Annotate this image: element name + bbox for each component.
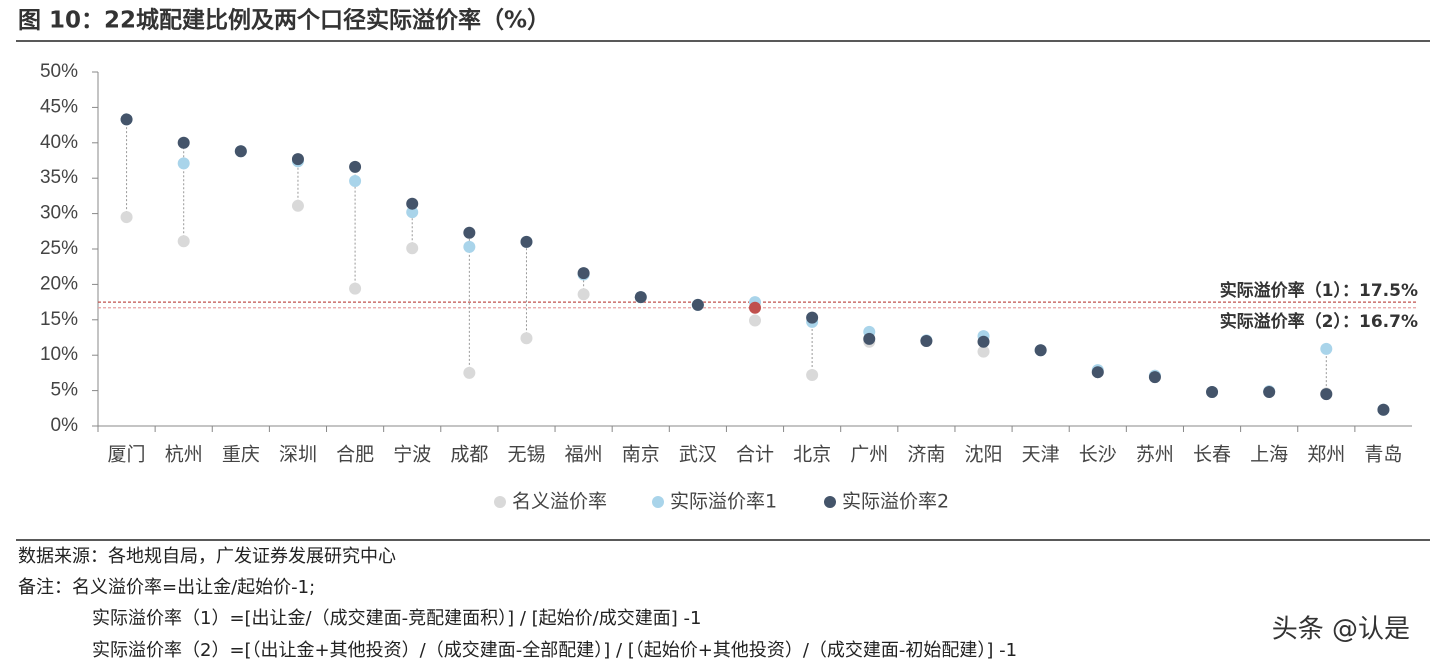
- dot: [977, 345, 990, 358]
- dot: [1320, 342, 1333, 355]
- x-tick-label: 长春: [1193, 444, 1231, 466]
- x-tick-label: 无锡: [507, 444, 545, 466]
- watermark: 头条 @认是: [1272, 615, 1410, 645]
- chart-title: 图 10：22城配建比例及两个口径实际溢价率（%）: [18, 7, 550, 34]
- dot: [463, 226, 476, 239]
- dot: [1320, 388, 1333, 401]
- dot: [349, 160, 362, 173]
- source: 数据来源：各地规自局，广发证券发展研究中心: [18, 546, 396, 567]
- legend-label: 实际溢价率1: [670, 491, 777, 513]
- dot: [1377, 403, 1390, 416]
- legend-label: 名义溢价率: [512, 491, 607, 513]
- y-tick-label: 5%: [51, 380, 79, 401]
- dot: [349, 282, 362, 295]
- x-tick-label: 南京: [622, 444, 660, 466]
- x-tick-label: 青岛: [1364, 444, 1402, 466]
- dot: [291, 199, 304, 212]
- x-tick-label: 广州: [850, 444, 888, 466]
- dot: [1034, 344, 1047, 357]
- x-tick-label: 武汉: [679, 444, 717, 466]
- legend-label: 实际溢价率2: [842, 491, 949, 513]
- y-tick-label: 15%: [40, 309, 78, 330]
- x-tick-label: 成都: [450, 444, 488, 466]
- x-tick-label: 厦门: [108, 444, 146, 466]
- x-tick-label: 长沙: [1079, 444, 1117, 466]
- x-tick-label: 天津: [1022, 444, 1060, 466]
- dot: [806, 369, 819, 382]
- x-tick-label: 郑州: [1307, 444, 1345, 466]
- dot: [577, 267, 590, 280]
- dot: [920, 335, 933, 348]
- dot: [749, 301, 761, 314]
- dot: [120, 211, 133, 224]
- legend-marker: [494, 496, 506, 508]
- dot: [806, 311, 819, 324]
- dot: [463, 240, 476, 253]
- note: 备注：名义溢价率=出让金/起始价-1;: [18, 577, 315, 598]
- y-tick-label: 50%: [40, 61, 78, 82]
- dot: [177, 136, 190, 149]
- dot: [177, 157, 190, 170]
- dot: [291, 153, 304, 166]
- dot: [349, 175, 362, 188]
- dot: [577, 288, 590, 301]
- x-tick-label: 合计: [736, 444, 774, 466]
- x-tick-label: 深圳: [279, 444, 317, 466]
- dot: [406, 242, 419, 255]
- dot: [1148, 371, 1161, 384]
- dot: [520, 332, 533, 345]
- dot: [234, 145, 247, 158]
- reference-label: 实际溢价率（1）：17.5%: [1220, 280, 1418, 301]
- dot: [1263, 386, 1276, 399]
- reference-label: 实际溢价率（2）：16.7%: [1220, 311, 1418, 332]
- y-tick-label: 45%: [40, 96, 78, 117]
- x-tick-label: 宁波: [393, 444, 431, 466]
- dot: [520, 235, 533, 248]
- note: 实际溢价率（1）=[出让金/（成交建面-竞配建面积）] / [起始价/成交建面]…: [92, 608, 701, 629]
- note: 实际溢价率（2）=[（出让金+其他投资）/（成交建面-全部配建）] / [（起始…: [92, 640, 1017, 661]
- y-tick-label: 25%: [40, 238, 78, 259]
- x-tick-label: 合肥: [336, 444, 374, 466]
- dot: [463, 366, 476, 379]
- y-tick-label: 10%: [40, 344, 78, 365]
- dot: [406, 206, 419, 219]
- dot: [1206, 386, 1219, 399]
- y-tick-label: 40%: [40, 132, 78, 153]
- dot: [406, 197, 419, 210]
- x-tick-label: 济南: [907, 444, 945, 466]
- x-tick-label: 上海: [1250, 444, 1288, 466]
- dot: [177, 235, 190, 248]
- dot: [749, 314, 761, 327]
- dot: [1091, 366, 1104, 379]
- dot: [691, 298, 704, 311]
- x-tick-label: 苏州: [1136, 444, 1174, 466]
- x-tick-label: 杭州: [165, 444, 203, 466]
- dot: [634, 291, 647, 304]
- legend-marker: [652, 496, 664, 508]
- x-tick-label: 北京: [793, 444, 831, 466]
- y-tick-label: 20%: [40, 273, 78, 294]
- y-tick-label: 0%: [51, 415, 79, 436]
- dot: [120, 113, 133, 126]
- legend-marker: [824, 496, 836, 508]
- dot: [863, 332, 876, 345]
- y-tick-label: 30%: [40, 203, 78, 224]
- x-tick-label: 沈阳: [965, 444, 1003, 466]
- x-tick-label: 重庆: [222, 444, 260, 466]
- y-tick-label: 35%: [40, 167, 78, 188]
- dot: [977, 335, 990, 348]
- x-tick-label: 福州: [565, 444, 603, 466]
